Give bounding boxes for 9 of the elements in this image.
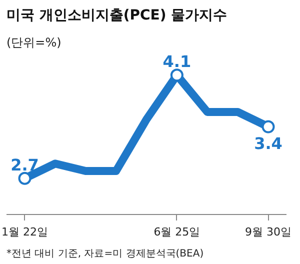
- x-tick-label: 1월 22일: [2, 226, 48, 238]
- data-label: 2.7: [10, 155, 39, 174]
- data-label: 3.4: [254, 134, 282, 153]
- data-label: 4.1: [162, 52, 192, 72]
- chart-subtitle: (단위=%): [6, 36, 62, 50]
- text: *전년 대비 기준, 자료=미 경제분석국(BEA): [6, 248, 204, 260]
- x-tick-label: 9월 30일: [244, 226, 292, 238]
- x-tick-label: 6월 25일: [154, 226, 200, 238]
- chart-title: 미국 개인소비지출(PCE) 물가지수: [6, 8, 228, 24]
